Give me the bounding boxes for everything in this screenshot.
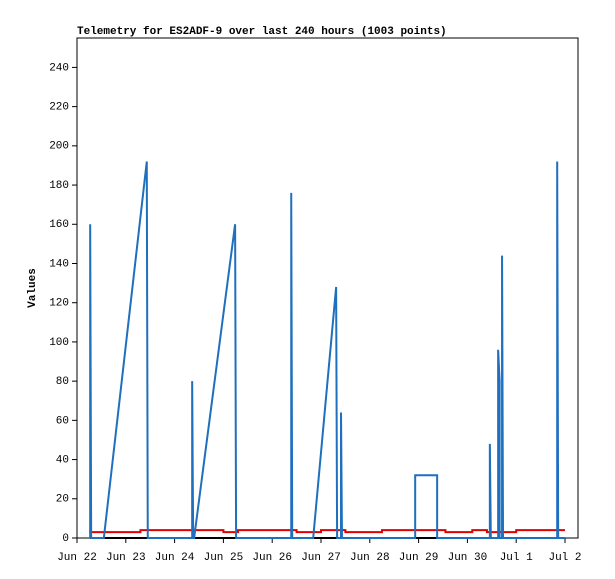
x-tick-label: Jun 30 — [448, 552, 488, 564]
series-line — [89, 529, 565, 534]
series-line — [89, 161, 565, 539]
y-tick-label: 220 — [49, 102, 69, 114]
y-tick-label: 120 — [49, 298, 69, 310]
x-tick-label: Jun 26 — [252, 552, 292, 564]
y-tick-label: 100 — [49, 337, 69, 349]
x-tick-label: Jun 22 — [57, 552, 97, 564]
y-axis-label: Values — [27, 268, 39, 308]
y-tick-label: 60 — [56, 415, 69, 427]
x-tick-label: Jul 1 — [500, 552, 533, 564]
y-tick-label: 200 — [49, 141, 69, 153]
chart-title: Telemetry for ES2ADF-9 over last 240 hou… — [77, 26, 447, 38]
x-tick-label: Jun 28 — [350, 552, 390, 564]
y-tick-label: 0 — [62, 533, 69, 545]
x-tick-label: Jun 27 — [301, 552, 341, 564]
y-tick-label: 80 — [56, 376, 69, 388]
x-tick-label: Jun 24 — [155, 552, 195, 564]
x-tick-label: Jul 2 — [548, 552, 581, 564]
x-tick-label: Jun 23 — [106, 552, 146, 564]
x-tick-label: Jun 29 — [399, 552, 439, 564]
x-tick-label: Jun 25 — [204, 552, 244, 564]
y-tick-label: 160 — [49, 219, 69, 231]
y-tick-label: 240 — [49, 62, 69, 74]
y-tick-label: 40 — [56, 454, 69, 466]
y-tick-label: 140 — [49, 258, 69, 270]
y-tick-label: 180 — [49, 180, 69, 192]
y-tick-label: 20 — [56, 494, 69, 506]
